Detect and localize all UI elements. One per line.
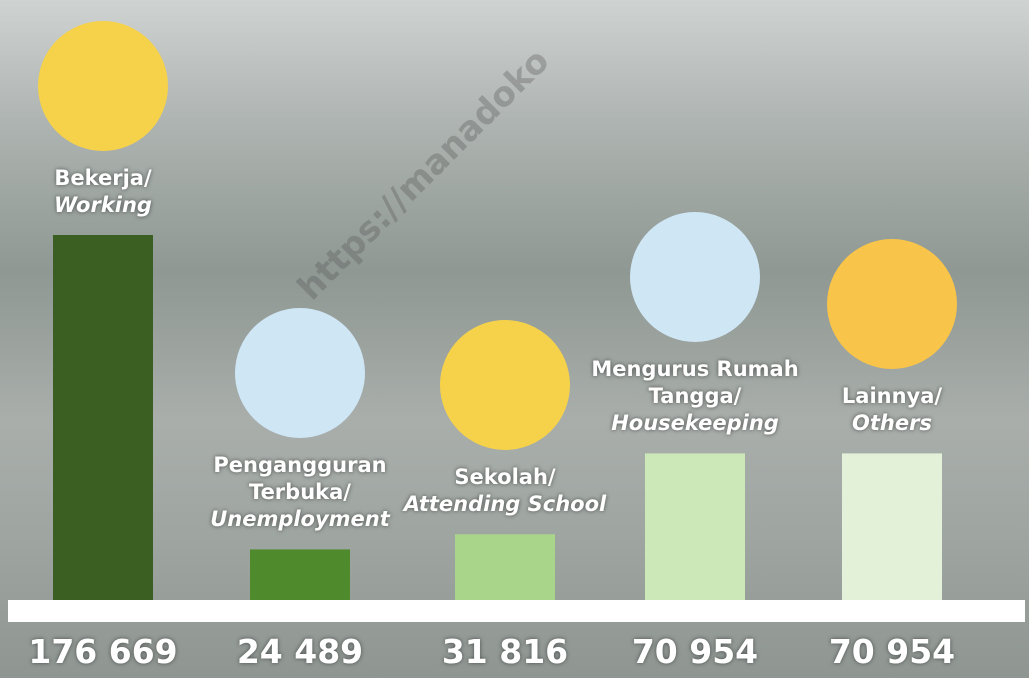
category-name-en: Housekeeping [611, 411, 779, 436]
category-block: Mengurus Rumah Tangga/Housekeeping [585, 212, 805, 437]
category-block: Bekerja/Working [0, 21, 213, 219]
category-name-en: Working [54, 193, 152, 217]
category-icon [38, 21, 168, 151]
bar [250, 549, 350, 600]
category-block: Lainnya/Others [782, 239, 1002, 437]
bar [53, 235, 153, 600]
value-label: 31 816 [441, 632, 569, 671]
value-label: 176 669 [28, 632, 178, 671]
bar [645, 453, 745, 600]
category-label: Mengurus Rumah Tangga/Housekeeping [585, 356, 805, 437]
value-label: 70 954 [631, 632, 759, 671]
bar [842, 453, 942, 600]
category-icon [235, 308, 365, 439]
category-label: Lainnya/Others [842, 383, 942, 437]
category-name: Mengurus Rumah Tangga/ [591, 357, 799, 409]
category-name: Lainnya/ [841, 384, 943, 409]
category-name: Bekerja/ [54, 166, 152, 190]
value-label: 24 489 [236, 632, 364, 671]
category-block: Pengangguran Terbuka/Unemployment [190, 308, 410, 533]
value-label: 70 954 [828, 632, 956, 671]
category-label: Sekolah/Attending School [404, 464, 606, 518]
category-label: Pengangguran Terbuka/Unemployment [190, 452, 410, 533]
category-name-en: Others [852, 411, 932, 436]
category-name-en: Attending School [403, 492, 607, 517]
category-name: Sekolah/ [454, 465, 556, 490]
category-name: Pengangguran Terbuka/ [213, 453, 387, 505]
category-block: Sekolah/Attending School [395, 320, 615, 518]
category-label: Bekerja/Working [54, 165, 152, 219]
baseline [8, 600, 1025, 622]
category-icon [827, 239, 957, 370]
category-icon [440, 320, 570, 451]
category-icon [630, 212, 760, 343]
bar [455, 534, 555, 600]
category-name-en: Unemployment [210, 507, 390, 532]
